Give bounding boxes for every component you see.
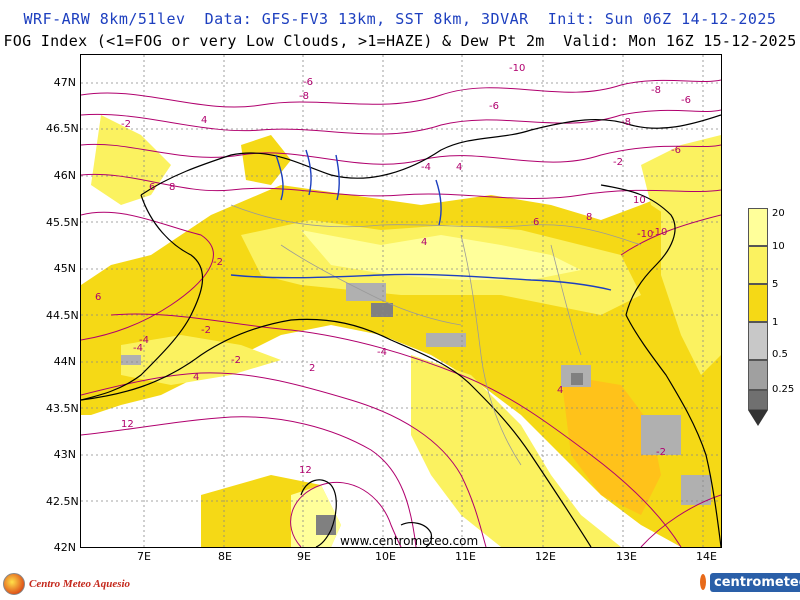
contour-label: -10: [651, 227, 667, 238]
contour-label: -6: [303, 77, 313, 88]
fog-index-map: -6 -8 -10 -6 -8 -2 4 -4 4 6 8 -2 -10 -6 …: [80, 54, 722, 548]
contour-label: 10: [633, 195, 646, 206]
lon-label-9e: 9E: [297, 550, 311, 563]
contour-label: 8: [169, 182, 175, 193]
contour-label: -8: [621, 117, 631, 128]
lon-label-12e: 12E: [535, 550, 556, 563]
legend-swatch-05: [748, 360, 768, 390]
contour-label: 4: [557, 385, 563, 396]
contour-label: -8: [651, 85, 661, 96]
contour-label: 6: [533, 217, 539, 228]
watermark-text: www.centrometeo.com: [340, 534, 479, 548]
lat-label-46-5n: 46.5N: [46, 122, 79, 135]
legend-label-0-5: 0.5: [772, 349, 788, 360]
contour-label: -8: [299, 91, 309, 102]
contour-label: -4: [421, 162, 431, 173]
footer-right-brand: centrometeo: [710, 572, 800, 592]
header-line-2: FOG Index (<1=FOG or very Low Clouds, >1…: [3, 32, 797, 50]
legend-label-10: 10: [772, 241, 785, 252]
lat-label-43-5n: 43.5N: [46, 402, 79, 415]
legend-label-5: 5: [772, 279, 779, 290]
contour-label-group: -6 -8 -10 -6 -8 -2 4 -4 4 6 8 -2 -10 -6 …: [95, 63, 691, 476]
contour-label: 4: [456, 162, 462, 173]
contour-label: 6: [95, 292, 101, 303]
contour-label: 6: [149, 182, 155, 193]
contour-label: 4: [421, 237, 427, 248]
contour-label: -2: [656, 447, 666, 458]
lon-label-8e: 8E: [218, 550, 232, 563]
contour-label: 12: [299, 465, 312, 476]
contour-label: 4: [193, 372, 199, 383]
contour-label: 12: [121, 419, 134, 430]
contour-label: -6: [489, 101, 499, 112]
contour-label: -4: [133, 343, 143, 354]
legend-swatch-5: [748, 284, 768, 322]
legend-label-20: 20: [772, 208, 785, 219]
rivers-lakes: [230, 149, 612, 291]
lon-label-11e: 11E: [455, 550, 476, 563]
lat-label-42n: 42N: [53, 541, 76, 554]
lat-label-42-5n: 42.5N: [46, 495, 79, 508]
lat-label-45n: 45N: [53, 262, 76, 275]
fog-patches: [121, 283, 711, 535]
lat-label-44n: 44N: [53, 355, 76, 368]
lat-label-47n: 47N: [53, 76, 76, 89]
contour-label: -2: [213, 257, 223, 268]
contour-label: -10: [637, 229, 653, 240]
legend-swatch-20: [748, 208, 768, 246]
contour-label: -2: [121, 119, 131, 130]
lat-label-43n: 43N: [53, 448, 76, 461]
contour-label: 2: [309, 363, 315, 374]
contour-label: -4: [377, 347, 387, 358]
contour-label: -2: [613, 157, 623, 168]
graticule: [81, 55, 721, 547]
lon-label-7e: 7E: [137, 550, 151, 563]
legend-arrow: [748, 410, 768, 426]
centrometeo-logo[interactable]: centrometeo: [700, 568, 800, 596]
contour-label: 8: [586, 212, 592, 223]
lat-label-44-5n: 44.5N: [46, 309, 79, 322]
lat-label-46n: 46N: [53, 169, 76, 182]
lon-label-10e: 10E: [375, 550, 396, 563]
ring-logo-icon: [700, 574, 706, 590]
contour-label: -6: [681, 95, 691, 106]
sun-logo-icon: [3, 573, 25, 595]
contour-label: -2: [201, 325, 211, 336]
contour-label: -10: [509, 63, 525, 74]
legend-swatch-1: [748, 322, 768, 360]
footer-left-brand: Centro Meteo Aquesio: [29, 578, 131, 590]
contour-label: 4: [201, 115, 207, 126]
lon-label-13e: 13E: [616, 550, 637, 563]
lat-label-45-5n: 45.5N: [46, 216, 79, 229]
legend-swatch-10: [748, 246, 768, 284]
legend-label-0-25: 0.25: [772, 384, 795, 395]
regional-borders: [230, 204, 642, 466]
contour-label: -6: [671, 145, 681, 156]
contour-label: -4: [139, 335, 149, 346]
centro-meteo-aquesio-logo[interactable]: Centro Meteo Aquesio: [0, 570, 130, 598]
legend-label-1: 1: [772, 317, 779, 328]
legend-swatch-025: [748, 390, 768, 410]
map-canvas: -6 -8 -10 -6 -8 -2 4 -4 4 6 8 -2 -10 -6 …: [81, 55, 721, 547]
country-borders: [81, 114, 721, 547]
header-line-1: WRF-ARW 8km/51lev Data: GFS-FV3 13km, SS…: [23, 10, 777, 28]
contour-label: -2: [231, 355, 241, 366]
lon-label-14e: 14E: [696, 550, 717, 563]
